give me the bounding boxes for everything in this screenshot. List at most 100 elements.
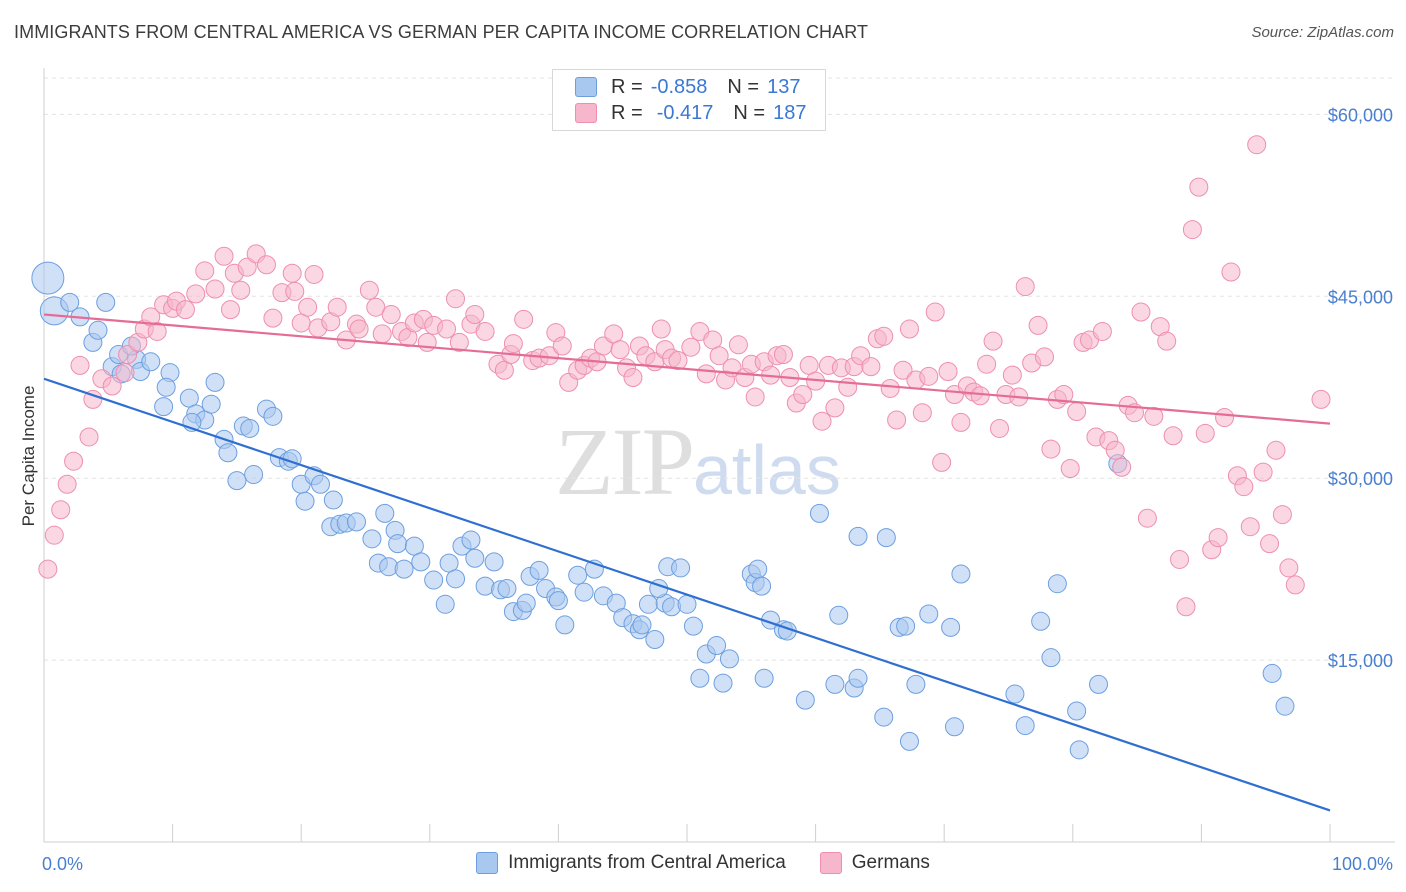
data-point-germans [1182, 220, 1202, 240]
x-tick-label-min: 0.0% [42, 854, 83, 874]
legend-swatch-blue [476, 852, 499, 874]
data-point-central-america [156, 377, 176, 397]
data-point-germans [118, 344, 138, 364]
legend-swatch-pink [575, 103, 597, 123]
data-point-central-america [752, 576, 772, 596]
data-point-germans [437, 319, 457, 339]
data-point-central-america [141, 352, 161, 372]
data-point-germans [1041, 439, 1061, 459]
data-point-germans [449, 332, 469, 352]
legend-row-central-america: R = -0.858 N = 137 [575, 75, 800, 99]
trend-line-central-america [43, 377, 1331, 812]
data-point-germans [446, 289, 466, 309]
data-point-germans [1028, 315, 1048, 335]
data-point-germans [1002, 365, 1022, 385]
legend-label: Germans [851, 852, 930, 873]
data-point-germans [237, 257, 257, 277]
data-point-central-america [1262, 663, 1282, 683]
legend-r-label: R = [611, 101, 643, 124]
data-point-germans [709, 346, 729, 366]
data-point-germans [1221, 262, 1241, 282]
data-point-germans [951, 412, 971, 432]
data-point-central-america [944, 717, 964, 737]
legend-swatch-pink [819, 852, 842, 874]
y-tick-label: $30,000 [1328, 469, 1393, 489]
data-point-central-america [346, 512, 366, 532]
data-point-germans [1311, 389, 1331, 409]
y-tick-label: $45,000 [1328, 287, 1393, 307]
data-point-germans [175, 300, 195, 320]
data-point-central-america [555, 615, 575, 635]
data-point-central-america [240, 418, 260, 438]
data-point-central-america [574, 582, 594, 602]
data-point-germans [745, 387, 765, 407]
legend-label: Immigrants from Central America [508, 852, 786, 873]
data-point-central-america [205, 372, 225, 392]
data-point-germans [887, 410, 907, 430]
data-point-germans [989, 418, 1009, 438]
data-point-central-america [683, 616, 703, 636]
data-point-central-america [375, 503, 395, 523]
legend-r-value: -0.858 [650, 75, 708, 98]
data-point-central-america [876, 528, 896, 548]
data-point-germans [1279, 558, 1299, 578]
data-point-germans [231, 280, 251, 300]
data-point-central-america [484, 552, 504, 572]
data-point-germans [514, 309, 534, 329]
grid-lines [44, 77, 1395, 661]
data-point-central-america [809, 503, 829, 523]
data-point-germans [1247, 135, 1267, 155]
x-tick-label-max: 100.0% [1332, 854, 1393, 874]
data-point-germans [1215, 408, 1235, 428]
data-point-central-america [1005, 684, 1025, 704]
data-point-central-america [218, 443, 238, 463]
data-point-germans [610, 340, 630, 360]
data-point-germans [79, 427, 99, 447]
data-point-central-america [1089, 674, 1109, 694]
data-point-central-america [754, 668, 774, 688]
data-point-germans [285, 281, 305, 301]
data-point-germans [147, 321, 167, 341]
watermark-atlas: atlas [693, 431, 841, 509]
data-point-germans [1035, 347, 1055, 367]
data-point-central-america [60, 292, 80, 312]
legend-item-central-america[interactable]: Immigrants from Central America [476, 852, 786, 874]
data-point-central-america [707, 636, 727, 656]
data-point-central-america [516, 593, 536, 613]
data-point-germans [1272, 505, 1292, 525]
data-point-germans [64, 451, 84, 471]
data-point-germans [651, 319, 671, 339]
data-point-central-america [829, 605, 849, 625]
data-point-germans [1060, 458, 1080, 478]
legend-n-value: 187 [773, 101, 807, 124]
data-point-germans [57, 474, 77, 494]
data-point-germans [938, 361, 958, 381]
data-point-germans [263, 308, 283, 328]
legend-swatch-blue [575, 77, 597, 97]
data-point-germans [1067, 401, 1087, 421]
data-point-germans [70, 355, 90, 375]
data-point-germans [1137, 508, 1157, 528]
data-point-germans [359, 280, 379, 300]
legend-n-label: N = [733, 101, 766, 124]
data-point-germans [977, 354, 997, 374]
data-point-germans [1253, 462, 1273, 482]
legend-row-germans: R = -0.417 N = 187 [575, 101, 806, 125]
data-point-germans [773, 344, 793, 364]
data-point-central-america [529, 560, 549, 580]
data-point-germans [932, 452, 952, 472]
data-point-central-america [874, 707, 894, 727]
data-point-germans [812, 411, 832, 431]
data-point-central-america [748, 559, 768, 579]
data-point-germans [728, 335, 748, 355]
data-point-germans [899, 319, 919, 339]
data-point-germans [1285, 575, 1305, 595]
data-point-central-america [96, 292, 116, 312]
data-point-central-america [848, 668, 868, 688]
data-point-central-america [154, 397, 174, 417]
data-point-germans [417, 332, 437, 352]
legend-item-germans[interactable]: Germans [819, 852, 930, 874]
data-point-central-america [424, 570, 444, 590]
data-point-central-america [795, 690, 815, 710]
